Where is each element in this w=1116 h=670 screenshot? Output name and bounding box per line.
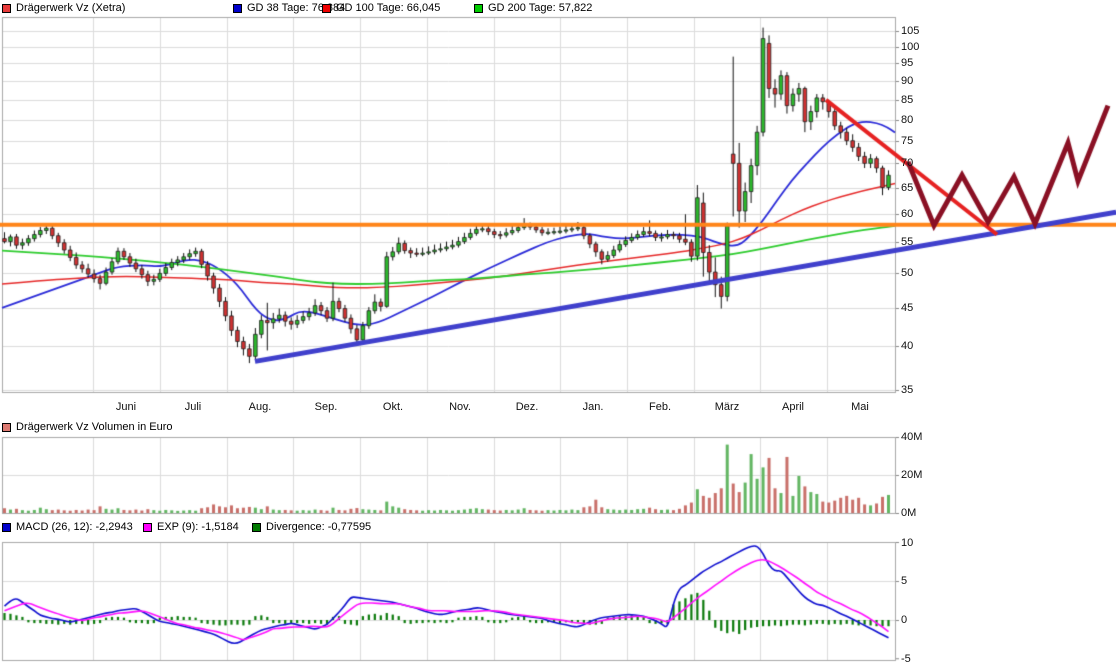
- month-axis-label: April: [781, 401, 805, 413]
- month-axis-label: Aug.: [248, 401, 272, 413]
- month-axis-label: Feb.: [648, 401, 672, 413]
- month-axis-label: Okt.: [382, 401, 404, 413]
- legend-item-macd: MACD (26, 12): -2,2943: [2, 521, 133, 533]
- price-axis-tick-label: 95: [901, 57, 914, 70]
- legend-item-volume: Drägerwerk Vz Volumen in Euro: [2, 421, 173, 433]
- volume-axis-tick-label: 0M: [901, 507, 917, 519]
- price-axis-tick-label: 70: [901, 157, 914, 170]
- price-axis-tick-label: 60: [901, 207, 914, 220]
- volume-axis-tick-label: 40M: [901, 431, 923, 443]
- price-axis-tick-label: 100: [901, 40, 920, 53]
- price-axis-tick-label: 55: [901, 236, 914, 249]
- price-axis-tick-label: 65: [901, 181, 914, 194]
- gd38-legend-label: GD 38 Tage: 76,884: [247, 2, 346, 14]
- price-axis-tick-label: 50: [901, 267, 914, 280]
- gd100-legend-label: GD 100 Tage: 66,045: [336, 2, 441, 14]
- legend-item-gd100: GD 100 Tage: 66,045: [322, 2, 440, 14]
- volume-legend-label: Drägerwerk Vz Volumen in Euro: [16, 421, 173, 433]
- volume-color-swatch-icon: [2, 422, 11, 432]
- legend-item-divergence: Divergence: -0,77595: [252, 521, 371, 533]
- price-axis-tick-label: 80: [901, 113, 914, 126]
- legend-item-exp: EXP (9): -1,5184: [143, 521, 239, 533]
- month-axis-label: Jan.: [582, 401, 604, 413]
- legend-item-gd38: GD 38 Tage: 76,884: [233, 2, 345, 14]
- legend-item-instrument: Drägerwerk Vz (Xetra): [2, 2, 125, 14]
- exp-color-swatch-icon: [143, 522, 152, 532]
- gd200-legend-label: GD 200 Tage: 57,822: [488, 2, 593, 14]
- month-axis-label: Juni: [115, 401, 137, 413]
- gd200-color-swatch-icon: [474, 3, 483, 13]
- price-axis-tick-label: 85: [901, 93, 914, 106]
- price-axis-tick-label: 40: [901, 340, 914, 353]
- price-axis-tick-label: 75: [901, 134, 914, 147]
- macd-axis-tick-label: 0: [901, 614, 908, 626]
- macd-color-swatch-icon: [2, 522, 11, 532]
- gd38-color-swatch-icon: [233, 3, 242, 13]
- price-axis-tick-label: 35: [901, 384, 914, 397]
- divergence-legend-label: Divergence: -0,77595: [266, 521, 372, 533]
- price-axis-tick-label: 105: [901, 24, 920, 37]
- macd-axis-tick-label: 5: [901, 575, 908, 588]
- macd-axis-tick-label: 10: [901, 536, 914, 549]
- volume-axis-tick-label: 20M: [901, 469, 923, 481]
- macd-legend-label: MACD (26, 12): -2,2943: [16, 521, 133, 533]
- divergence-color-swatch-icon: [252, 522, 261, 532]
- month-axis-label: Sep.: [314, 401, 338, 413]
- legend-item-gd200: GD 200 Tage: 57,822: [474, 2, 592, 14]
- month-axis-label: Mai: [851, 401, 869, 413]
- month-axis-label: Nov.: [449, 401, 471, 413]
- month-axis-label: Juli: [184, 401, 202, 413]
- month-axis-label: März: [714, 401, 740, 413]
- price-axis-tick-label: 45: [901, 301, 914, 314]
- price-axis-tick-label: 90: [901, 75, 914, 88]
- month-axis-label: Dez.: [515, 401, 539, 413]
- instrument-color-swatch-icon: [2, 3, 11, 13]
- gd100-color-swatch-icon: [322, 3, 331, 13]
- instrument-legend-label: Drägerwerk Vz (Xetra): [16, 2, 126, 14]
- exp-legend-label: EXP (9): -1,5184: [157, 521, 239, 533]
- macd-axis-tick-label: -5: [901, 652, 911, 665]
